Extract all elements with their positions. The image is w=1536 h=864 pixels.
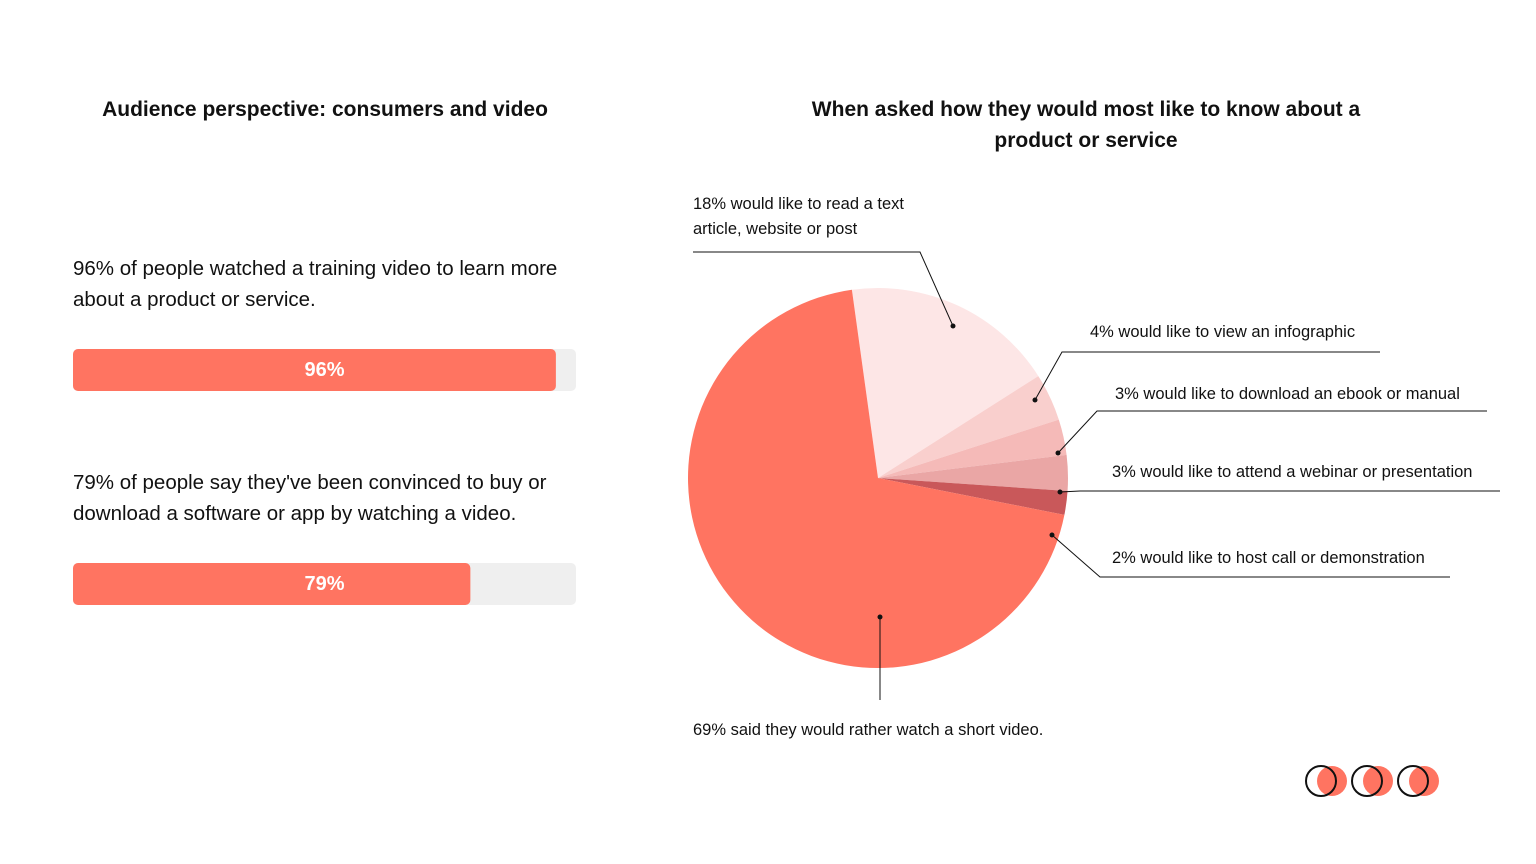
leader-line — [1057, 410, 1487, 454]
leader-line — [1059, 490, 1500, 493]
slice-label: 3% would like to attend a webinar or pre… — [1112, 463, 1473, 481]
bar-description: 79% of people say they've been convinced… — [73, 471, 547, 525]
bar — [73, 563, 471, 605]
slice-label: 69% said they would rather watch a short… — [693, 721, 1044, 739]
bar — [73, 349, 556, 391]
leader-dot — [877, 614, 883, 620]
pie-slice — [688, 289, 1065, 668]
leader-line — [693, 251, 954, 327]
leader-line — [1051, 534, 1450, 578]
bar-description: 96% of people watched a training video t… — [73, 257, 558, 311]
leader-dot — [1057, 489, 1063, 495]
chart-title: When asked how they would most like to k… — [811, 98, 1361, 152]
bar-value-label: 79% — [304, 573, 345, 595]
slice-label: 3% would like to download an ebook or ma… — [1115, 385, 1460, 403]
pie-slice — [878, 376, 1059, 478]
leader-dot — [950, 323, 956, 329]
pie-slice — [878, 478, 1068, 515]
slice-label: 18% would like to read a text article, w… — [693, 195, 904, 238]
leader-dot — [1049, 532, 1055, 538]
leader-dot — [1032, 397, 1038, 403]
chart-title: Audience perspective: consumers and vide… — [102, 98, 548, 121]
bar-value-label: 96% — [304, 359, 345, 381]
pie-slice — [878, 454, 1068, 491]
slice-label: 2% would like to host call or demonstrat… — [1112, 549, 1425, 567]
slice-label: 4% would like to view an infographic — [1090, 323, 1356, 341]
pie-slice — [851, 288, 1039, 478]
leader-line — [1034, 351, 1380, 401]
leader-dot — [1055, 450, 1061, 456]
logo — [1305, 765, 1439, 797]
pie-slice — [878, 419, 1067, 478]
